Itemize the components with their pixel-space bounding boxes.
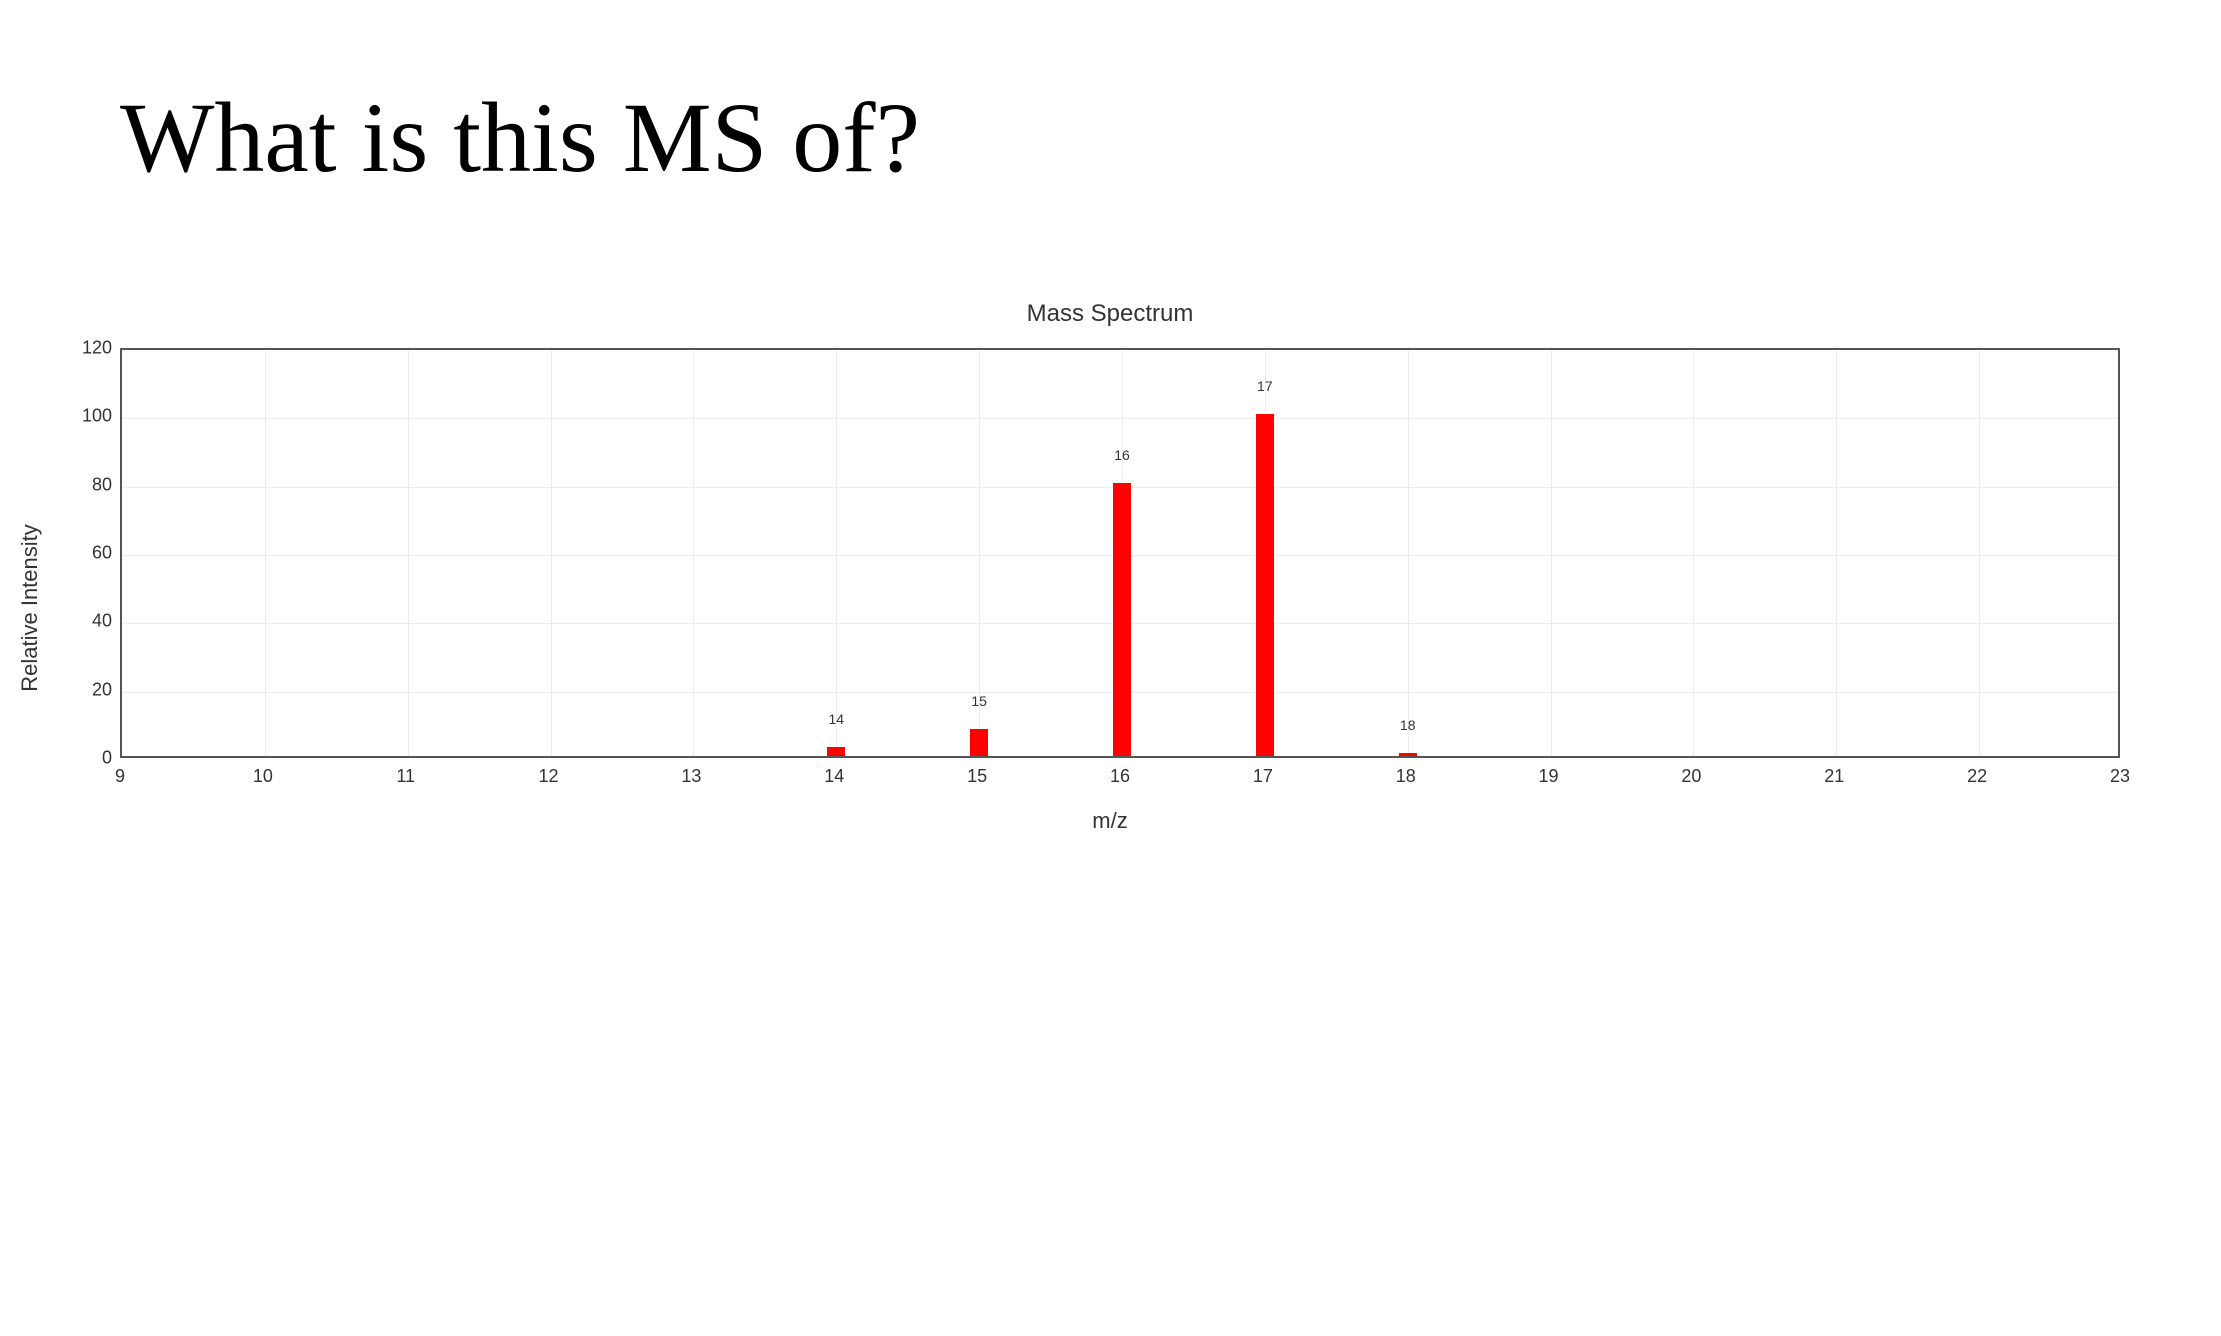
- x-axis-label: m/z: [1092, 808, 1127, 834]
- x-tick-label: 15: [967, 766, 987, 787]
- gridline-vertical: [408, 350, 409, 756]
- y-tick-label: 40: [92, 611, 112, 632]
- gridline-vertical: [1693, 350, 1694, 756]
- y-axis-label: Relative Intensity: [17, 524, 43, 692]
- gridline-vertical: [1836, 350, 1837, 756]
- x-tick-label: 17: [1253, 766, 1273, 787]
- spectrum-bar: [827, 747, 845, 756]
- x-tick-label: 16: [1110, 766, 1130, 787]
- plot-outer: Relative Intensity 020406080100120 14151…: [60, 348, 2160, 868]
- spectrum-bar-label: 17: [1257, 378, 1273, 394]
- y-tick-label: 60: [92, 543, 112, 564]
- x-tick-label: 9: [115, 766, 125, 787]
- spectrum-bar: [970, 729, 988, 756]
- spectrum-bar-label: 16: [1114, 447, 1130, 463]
- x-tick-label: 14: [824, 766, 844, 787]
- gridline-vertical: [1979, 350, 1980, 756]
- gridline-vertical: [836, 350, 837, 756]
- y-tick-label: 80: [92, 474, 112, 495]
- x-tick-label: 22: [1967, 766, 1987, 787]
- x-axis: 91011121314151617181920212223: [120, 758, 2120, 798]
- gridline-vertical: [1551, 350, 1552, 756]
- spectrum-bar: [1256, 414, 1274, 756]
- mass-spectrum-chart: Mass Spectrum Relative Intensity 0204060…: [60, 300, 2160, 900]
- x-tick-label: 18: [1396, 766, 1416, 787]
- plot-area: 14 15 16 17 18: [120, 348, 2120, 758]
- y-tick-label: 20: [92, 679, 112, 700]
- gridline-vertical: [265, 350, 266, 756]
- x-tick-label: 23: [2110, 766, 2130, 787]
- slide-title: What is this MS of?: [120, 80, 920, 195]
- slide: What is this MS of? Mass Spectrum Relati…: [0, 0, 2221, 1336]
- gridline-horizontal: [122, 418, 2118, 419]
- y-tick-label: 100: [82, 406, 112, 427]
- y-axis: 020406080100120: [60, 348, 120, 758]
- x-tick-label: 13: [681, 766, 701, 787]
- x-tick-label: 19: [1539, 766, 1559, 787]
- x-tick-label: 12: [539, 766, 559, 787]
- x-tick-label: 20: [1681, 766, 1701, 787]
- x-tick-label: 21: [1824, 766, 1844, 787]
- y-tick-label: 0: [102, 748, 112, 769]
- gridline-vertical: [693, 350, 694, 756]
- y-tick-label: 120: [82, 338, 112, 359]
- chart-title: Mass Spectrum: [60, 300, 2160, 328]
- spectrum-bar: [1113, 483, 1131, 756]
- spectrum-bar: [1399, 753, 1417, 756]
- x-tick-label: 11: [396, 766, 415, 787]
- spectrum-bar-label: 15: [971, 693, 987, 709]
- gridline-vertical: [551, 350, 552, 756]
- spectrum-bar-label: 14: [828, 711, 844, 727]
- spectrum-bar-label: 18: [1400, 717, 1416, 733]
- x-tick-label: 10: [253, 766, 273, 787]
- gridline-vertical: [1408, 350, 1409, 756]
